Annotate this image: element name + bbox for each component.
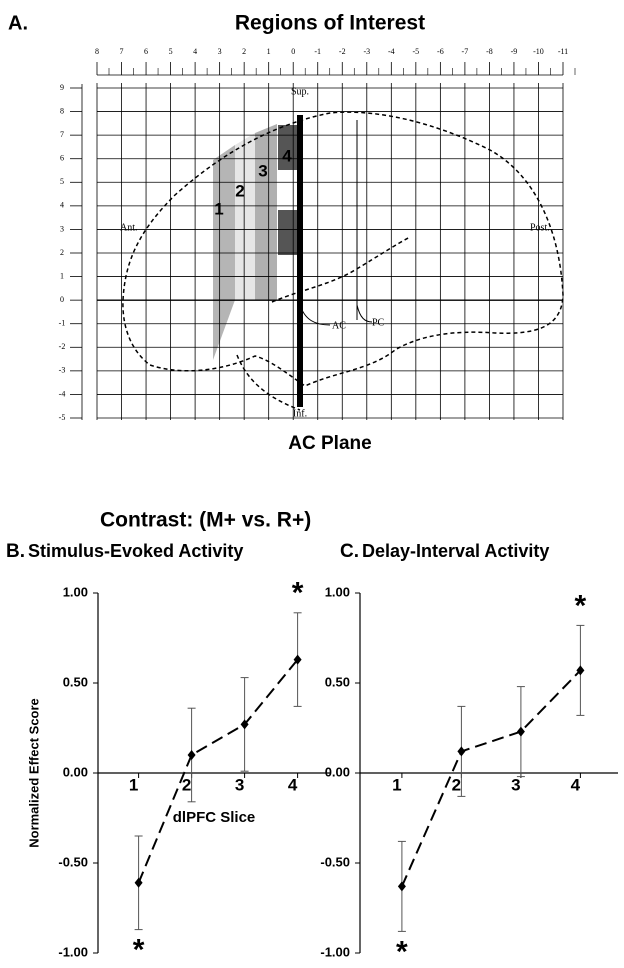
y-tick-label: -2: [59, 342, 66, 351]
panel-title: Regions of Interest: [235, 12, 425, 35]
data-point: [398, 881, 406, 891]
ac-pointer: [300, 305, 330, 325]
x-tick-label: -10: [533, 47, 544, 56]
x-tick-label: 7: [120, 47, 124, 56]
y-tick-label: -3: [59, 366, 66, 375]
landmark-label: PC: [372, 317, 385, 328]
x-tick-label: 3: [218, 47, 222, 56]
x-tick-label: 2: [452, 775, 461, 794]
x-tick-label: 8: [95, 47, 99, 56]
x-tick-label: -9: [511, 47, 518, 56]
significance-mark: *: [575, 589, 587, 622]
x-tick-label: -11: [558, 47, 568, 56]
y-tick-label: -1.00: [58, 944, 88, 959]
data-line: [402, 670, 581, 886]
region-4b: [278, 210, 297, 255]
x-tick-label: 3: [511, 775, 520, 794]
panel-letter: A.: [8, 12, 28, 34]
y-tick-label: -0.50: [320, 854, 350, 869]
x-tick-label: -2: [339, 47, 346, 56]
x-tick-label: -1: [314, 47, 321, 56]
chart-title: Delay-Interval Activity: [362, 541, 549, 561]
data-point: [188, 750, 196, 760]
y-tick-label: 0.50: [325, 674, 350, 689]
pc-pointer: [357, 305, 372, 322]
y-tick-label: 1.00: [325, 584, 350, 599]
x-tick-label: 2: [182, 775, 191, 794]
x-tick-label: 1: [267, 47, 271, 56]
figure: A. Regions of Interest AC Plane Contrast…: [0, 0, 624, 968]
y-tick-label: 0.00: [63, 764, 88, 779]
x-axis-label: AC Plane: [288, 433, 371, 454]
x-tick-label: 1: [129, 775, 138, 794]
region-label: 1: [214, 199, 223, 218]
x-tick-label: 0: [291, 47, 295, 56]
region-label: 3: [258, 161, 267, 180]
x-tick-label: -3: [363, 47, 370, 56]
landmark-label: Ant.: [120, 222, 138, 233]
x-tick-label: -6: [437, 47, 444, 56]
region-1: [213, 145, 235, 360]
x-tick-label: 5: [169, 47, 173, 56]
x-tick-label: -8: [486, 47, 493, 56]
panel-letter: C.: [340, 541, 359, 562]
y-tick-label: 9: [60, 83, 64, 92]
landmark-label: Sup.: [291, 86, 309, 97]
landmark-label: Inf.: [293, 408, 307, 419]
brain-outline: [123, 112, 563, 386]
x-tick-label: -5: [413, 47, 420, 56]
y-tick-label: 7: [60, 130, 64, 139]
data-point: [457, 746, 465, 756]
y-axis-label: Normalized Effect Score: [26, 698, 41, 848]
significance-mark: *: [133, 934, 145, 967]
x-tick-label: 2: [242, 47, 246, 56]
significance-mark: *: [396, 935, 408, 968]
chart-title: Stimulus-Evoked Activity: [28, 541, 243, 561]
y-tick-label: 4: [60, 201, 64, 210]
x-tick-label: 3: [235, 775, 244, 794]
x-tick-label: -4: [388, 47, 395, 56]
y-tick-label: 5: [60, 177, 64, 186]
x-tick-label: -7: [462, 47, 469, 56]
data-point: [517, 727, 525, 737]
y-tick-label: -4: [59, 389, 66, 398]
y-tick-label: 6: [60, 154, 64, 163]
y-tick-label: 0.50: [63, 674, 88, 689]
data-point: [135, 878, 143, 888]
y-tick-label: -1.00: [320, 944, 350, 959]
landmark-label: Post.: [530, 222, 550, 233]
region-2: [235, 133, 255, 300]
y-tick-label: 3: [60, 224, 64, 233]
x-tick-label: 6: [144, 47, 148, 56]
x-tick-label: 4: [571, 775, 581, 794]
y-tick-label: 0: [60, 295, 64, 304]
y-tick-label: 1.00: [63, 584, 88, 599]
data-line: [139, 660, 298, 883]
y-tick-label: -5: [59, 413, 66, 422]
y-tick-label: 2: [60, 248, 64, 257]
y-tick-label: -1: [59, 319, 66, 328]
region-3: [255, 124, 277, 300]
region-label: 4: [282, 146, 292, 165]
y-tick-label: 0.00: [325, 764, 350, 779]
significance-mark: *: [292, 577, 304, 610]
x-tick-label: 4: [193, 47, 197, 56]
contrast-title: Contrast: (M+ vs. R+): [100, 509, 311, 532]
y-tick-label: 1: [60, 271, 64, 280]
x-tick-label: 4: [288, 775, 298, 794]
landmark-label: AC: [332, 320, 346, 331]
ac-plane-bar: [297, 115, 303, 407]
y-tick-label: 8: [60, 106, 64, 115]
x-axis-label: dlPFC Slice: [173, 809, 256, 826]
x-tick-label: 1: [392, 775, 401, 794]
panel-letter: B.: [6, 541, 25, 562]
region-label: 2: [235, 181, 244, 200]
y-tick-label: -0.50: [58, 854, 88, 869]
